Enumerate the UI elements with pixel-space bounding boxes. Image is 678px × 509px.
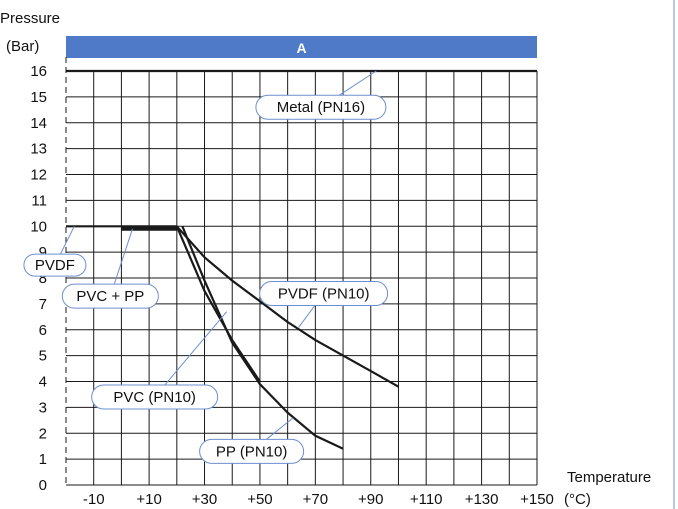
callout-label: PVDF (PN10) xyxy=(278,286,370,303)
x-tick-label: +110 xyxy=(410,491,443,508)
x-tick-label: +130 xyxy=(465,491,499,508)
x-tick-label: +50 xyxy=(247,491,272,508)
y-tick-label: 0 xyxy=(39,477,47,494)
callout-bubble xyxy=(61,283,159,309)
callout-bubble xyxy=(91,384,219,410)
y-tick-label: 11 xyxy=(31,192,47,209)
callout-leader xyxy=(113,228,133,285)
series-line-pp-pn10 xyxy=(181,225,344,450)
y-tick-label: 4 xyxy=(39,374,47,391)
callout-leader xyxy=(265,417,294,441)
y-tick-label: 12 xyxy=(30,167,47,184)
callout-leader xyxy=(164,311,228,386)
band-a-label: A xyxy=(296,40,306,56)
x-axis-title: Temperature xyxy=(567,469,651,486)
callout-label: Metal (PN16) xyxy=(277,99,365,116)
callout-bubble xyxy=(23,253,87,277)
x-tick-label: +150 xyxy=(520,491,554,508)
callout-leader xyxy=(59,226,75,255)
callout-label: PVDF xyxy=(35,257,75,274)
callout-bubble xyxy=(259,281,389,307)
y-axis-title: Pressure xyxy=(0,10,60,27)
x-axis-unit: (°C) xyxy=(564,491,591,508)
y-tick-label: 13 xyxy=(30,141,47,158)
y-tick-label: 10 xyxy=(30,218,47,235)
y-tick-label: 7 xyxy=(39,296,47,313)
band-a xyxy=(66,36,537,58)
y-tick-label: 16 xyxy=(30,63,47,80)
y-axis-unit: (Bar) xyxy=(6,38,39,55)
x-tick-label: +30 xyxy=(192,491,217,508)
y-tick-label: 3 xyxy=(39,399,47,416)
x-tick-label: +10 xyxy=(136,491,161,508)
callout-label: PP (PN10) xyxy=(216,443,287,460)
x-tick-label: -10 xyxy=(83,491,105,508)
callout-leader xyxy=(338,70,377,97)
x-tick-label: +90 xyxy=(358,491,383,508)
y-tick-label: 14 xyxy=(30,115,47,132)
series-line-pvdf-pn10 xyxy=(175,225,400,388)
callout-label: PVC (PN10) xyxy=(113,389,196,406)
right-border-rule xyxy=(673,0,675,509)
y-tick-label: 9 xyxy=(39,244,47,261)
y-tick-label: 2 xyxy=(39,425,47,442)
callout-leader xyxy=(298,305,316,328)
series-line-pvc-pn10 xyxy=(175,225,261,383)
x-tick-label: +70 xyxy=(303,491,328,508)
y-tick-label: 1 xyxy=(39,451,47,468)
y-tick-label: 5 xyxy=(39,348,47,365)
callout-bubble xyxy=(255,94,387,120)
y-tick-label: 8 xyxy=(39,270,47,287)
y-tick-label: 15 xyxy=(30,89,47,106)
callout-label: PVC + PP xyxy=(76,288,144,305)
y-tick-label: 6 xyxy=(39,322,47,339)
callout-bubble xyxy=(199,438,305,464)
